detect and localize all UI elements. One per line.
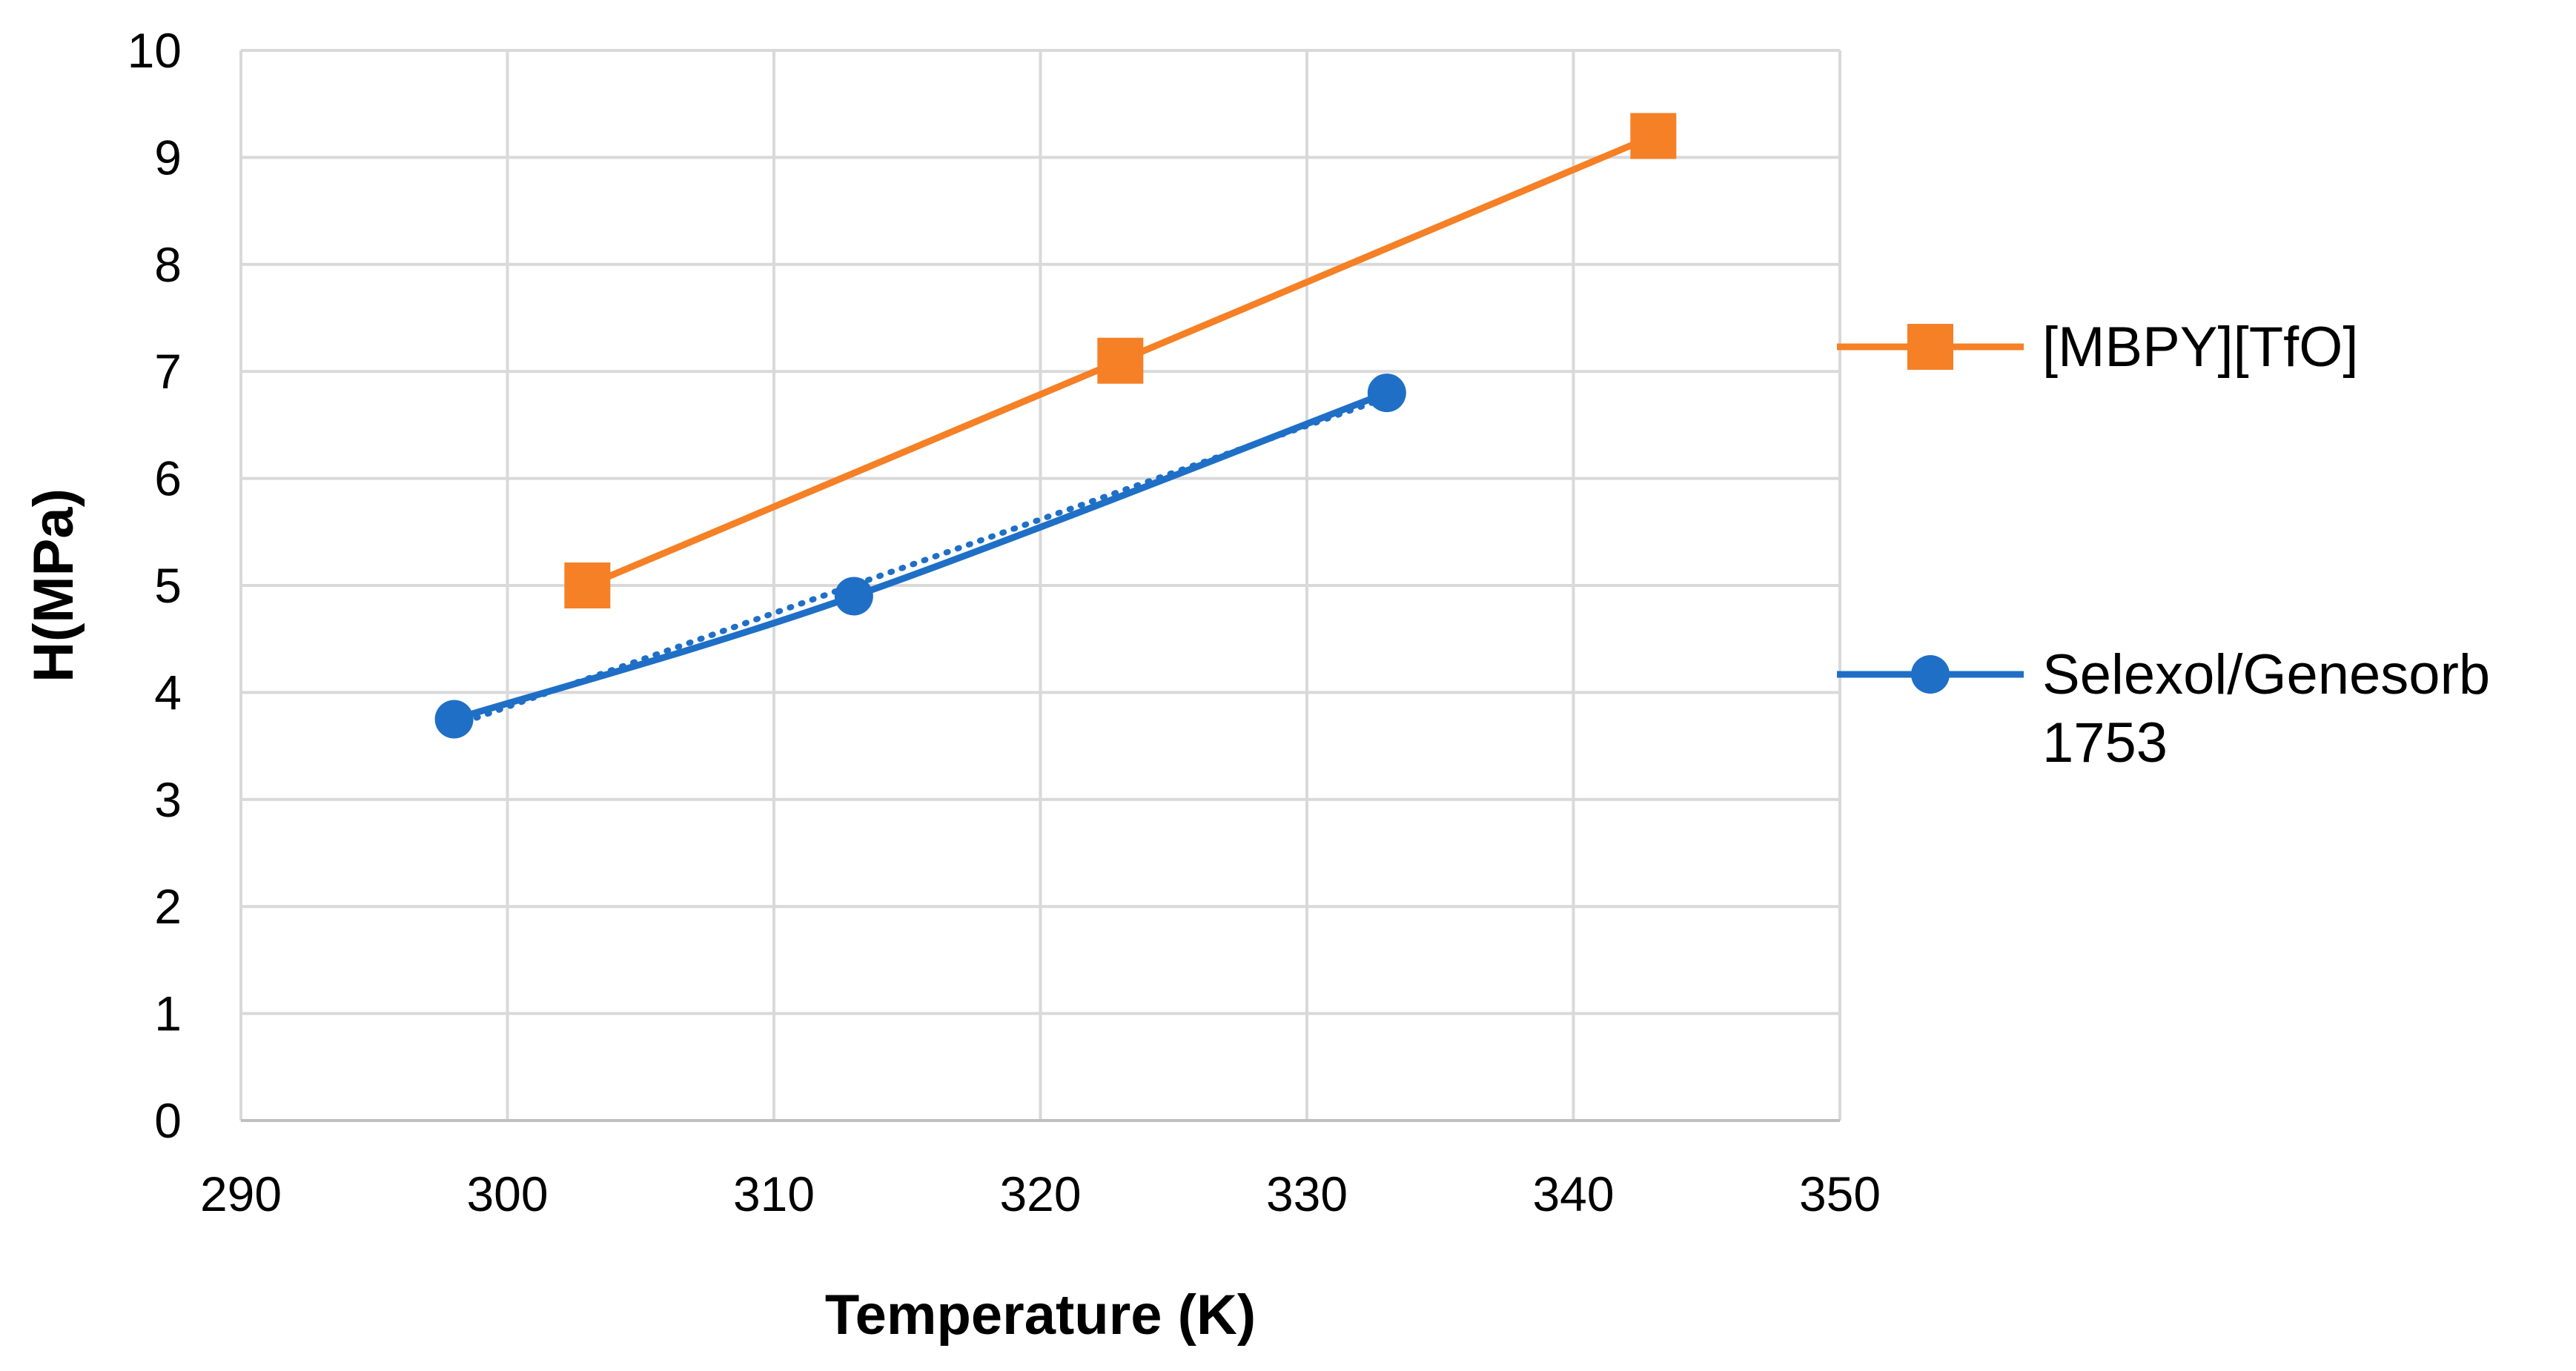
y-tick-label-3: 3 — [154, 772, 182, 827]
x-tick-label-310: 310 — [733, 1166, 815, 1221]
x-tick-label-340: 340 — [1532, 1166, 1614, 1221]
legend-label-selexol-genesorb-1753-line-1: Selexol/Genesorb — [2042, 643, 2490, 706]
legend-marker-mbpy-tfo — [1907, 324, 1953, 370]
legend-marker-selexol-genesorb-1753 — [1911, 655, 1950, 694]
y-tick-label-5: 5 — [154, 558, 182, 613]
y-tick-label-4: 4 — [154, 665, 182, 720]
y-tick-label-1: 1 — [154, 986, 182, 1041]
y-tick-label-8: 8 — [154, 237, 182, 292]
x-tick-labels: 290 300 310 320 330 340 350 — [200, 1166, 1881, 1221]
data-point-mbpy-tfo-303 — [564, 562, 611, 608]
data-point-mbpy-tfo-343 — [1630, 113, 1677, 159]
data-point-selexol-genesorb-1753-313 — [834, 577, 873, 616]
y-tick-label-6: 6 — [154, 451, 182, 506]
y-tick-label-9: 9 — [154, 130, 182, 185]
y-tick-label-7: 7 — [154, 344, 182, 399]
x-tick-label-290: 290 — [200, 1166, 282, 1221]
legend-label-mbpy-tfo-line-1: [MBPY][TfO] — [2042, 316, 2359, 379]
y-tick-label-0: 0 — [154, 1093, 182, 1148]
x-axis-title: Temperature (K) — [825, 1284, 1256, 1347]
x-tick-label-320: 320 — [999, 1166, 1081, 1221]
x-tick-label-350: 350 — [1799, 1166, 1881, 1221]
y-tick-label-10: 10 — [128, 23, 182, 78]
x-gridlines — [239, 50, 1841, 1121]
data-point-mbpy-tfo-323 — [1097, 337, 1144, 384]
data-point-selexol-genesorb-1753-333 — [1367, 374, 1406, 413]
series-layer — [434, 113, 1677, 739]
y-tick-label-2: 2 — [154, 879, 182, 934]
y-tick-labels: 0 1 2 3 4 5 6 7 8 9 10 — [128, 23, 182, 1148]
data-point-selexol-genesorb-1753-298 — [434, 700, 474, 739]
y-axis-title: H(MPa) — [22, 488, 85, 683]
x-tick-label-300: 300 — [466, 1166, 548, 1221]
x-tick-label-330: 330 — [1266, 1166, 1348, 1221]
legend-label-selexol-genesorb-1753-line-2: 1753 — [2042, 711, 2168, 774]
